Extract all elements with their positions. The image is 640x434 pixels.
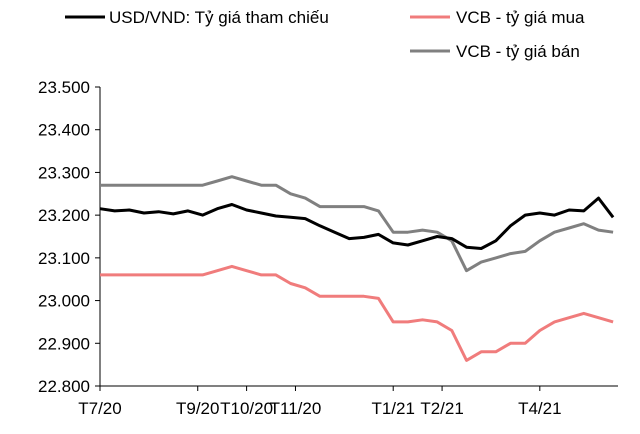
y-tick-label: 22.800 bbox=[38, 377, 90, 396]
series-line-reference bbox=[99, 196, 615, 250]
x-tick-label: T2/21 bbox=[420, 399, 463, 418]
y-axis-ticks: 22.800 22.900 23.000 23.100 23.200 23.300 23.4… bbox=[38, 78, 100, 396]
x-tick-label: T1/21 bbox=[371, 399, 414, 418]
y-tick-label: 23.300 bbox=[38, 163, 90, 182]
series-lines bbox=[99, 175, 615, 362]
series-line-sell bbox=[100, 175, 614, 273]
y-tick-label: 22.900 bbox=[38, 334, 90, 353]
legend-label-sell: VCB - tỷ giá bán bbox=[456, 42, 580, 61]
x-tick-label: T9/20 bbox=[176, 399, 219, 418]
x-tick-label: T4/21 bbox=[518, 399, 561, 418]
y-tick-label: 23.100 bbox=[38, 249, 90, 268]
y-tick-label: 23.200 bbox=[38, 206, 90, 225]
legend: USD/VND: Tỷ giá tham chiếu VCB - tỷ giá … bbox=[65, 8, 585, 61]
y-tick-label: 23.400 bbox=[38, 121, 90, 140]
y-tick-label: 23.000 bbox=[38, 292, 90, 311]
x-tick-label: T10/20 bbox=[220, 399, 273, 418]
x-tick-label: T7/20 bbox=[78, 399, 121, 418]
x-tick-label: T11/20 bbox=[270, 399, 322, 418]
legend-label-buy: VCB - tỷ giá mua bbox=[456, 8, 585, 27]
y-tick-label: 23.500 bbox=[38, 78, 90, 97]
series-line-buy bbox=[100, 264, 614, 362]
legend-label-reference: USD/VND: Tỷ giá tham chiếu bbox=[109, 8, 329, 27]
